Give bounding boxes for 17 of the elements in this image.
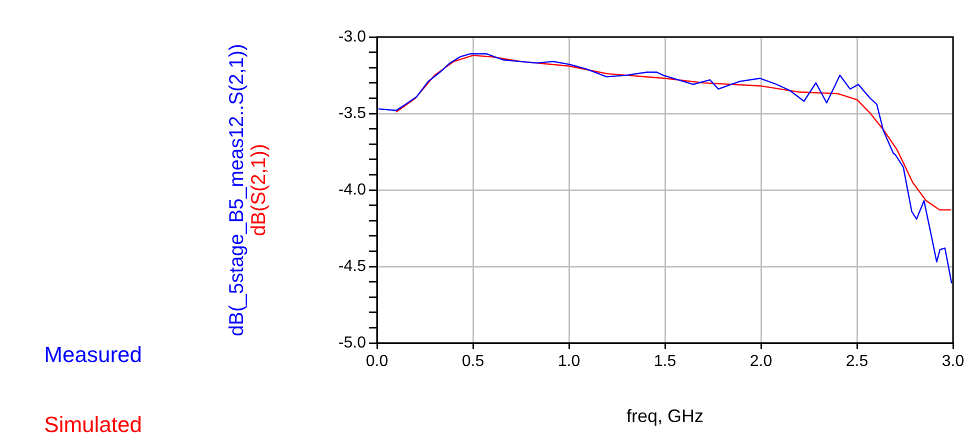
y-tick-label: -4.5 (338, 258, 366, 275)
y-tick-label: -4.0 (338, 181, 366, 198)
y-tick-label: -3.5 (338, 104, 366, 122)
text: dB(_5stage_B5_meas12..S(2,1)) (226, 44, 248, 336)
x-tick-label: 0.5 (462, 353, 484, 370)
text: dB(S(2,1)) (248, 144, 270, 236)
y-tick-label: -3.0 (338, 28, 366, 46)
x-tick-label: 1.5 (654, 353, 676, 370)
x-tick-label: 2.5 (846, 353, 868, 370)
x-axis-title: freq, GHz (626, 406, 704, 426)
text: Simulated (44, 412, 142, 438)
x-tick-label: 1.0 (558, 353, 580, 370)
x-tick-label: 2.0 (750, 353, 772, 370)
x-tick-label: 0.0 (366, 353, 388, 370)
text: Measured (44, 342, 142, 368)
x-tick-label: 3.0 (942, 353, 964, 370)
y-tick-label: -5.0 (338, 334, 366, 352)
